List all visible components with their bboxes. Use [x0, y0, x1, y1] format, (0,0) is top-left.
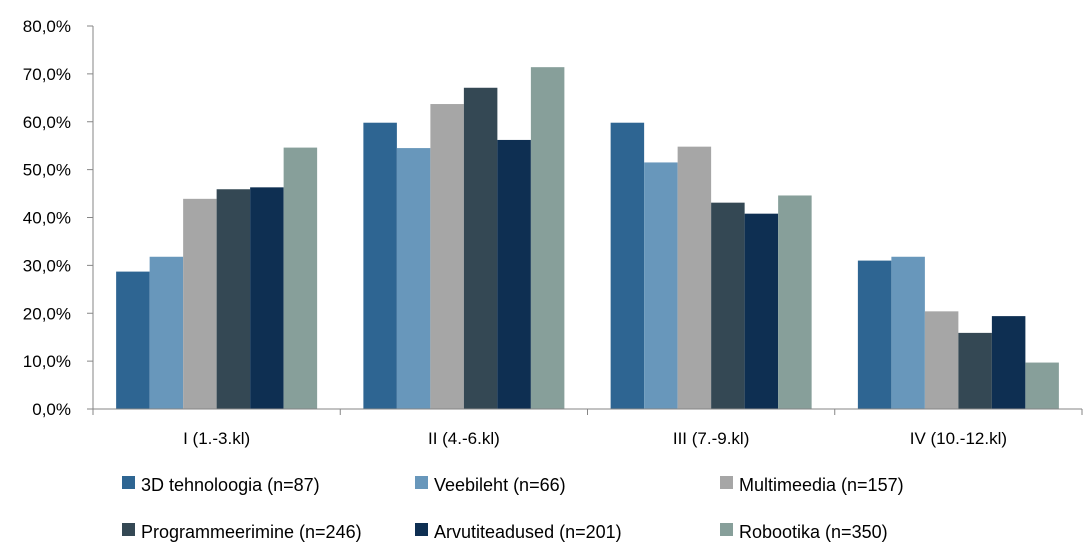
- y-tick-label: 40,0%: [23, 209, 71, 228]
- x-category-label: IV (10.-12.kl): [910, 429, 1007, 448]
- legend: 3D tehnoloogia (n=87) Veebileht (n=66) Mul…: [122, 475, 904, 542]
- legend-swatch: [720, 476, 733, 489]
- legend-swatch: [122, 476, 135, 489]
- legend-label: 3D tehnoloogia (n=87): [141, 475, 320, 495]
- bar: [744, 213, 779, 409]
- bar: [891, 256, 925, 409]
- x-category-label: II (4.-6.kl): [428, 429, 500, 448]
- bar: [497, 139, 531, 409]
- x-axis: I (1.-3.kl) II (4.-6.kl) III (7.-9.kl) IV (…: [92, 408, 1083, 448]
- legend-item: Multimeedia (n=157): [720, 475, 904, 495]
- bar: [216, 189, 251, 409]
- bar: [283, 147, 318, 409]
- bar: [183, 198, 217, 409]
- legend-item: Veebileht (n=66): [415, 475, 566, 495]
- bar: [857, 260, 892, 409]
- bar: [396, 148, 431, 409]
- y-tick-label: 70,0%: [23, 65, 71, 84]
- bar: [530, 67, 565, 410]
- bar: [116, 271, 150, 409]
- legend-swatch: [720, 523, 733, 536]
- legend-label: Programmeerimine (n=246): [141, 522, 362, 542]
- bars: [116, 67, 1059, 410]
- bar: [677, 146, 712, 409]
- y-axis: 0,0% 10,0% 20,0% 30,0% 40,0% 50,0% 60,0% 70,0% 8…: [23, 17, 94, 419]
- bar: [463, 87, 498, 409]
- y-tick-label: 50,0%: [23, 161, 71, 180]
- legend-swatch: [415, 476, 428, 489]
- bar: [430, 104, 464, 409]
- y-tick-label: 30,0%: [23, 256, 71, 275]
- bar: [1025, 362, 1059, 409]
- legend-label: Robootika (n=350): [739, 522, 888, 542]
- legend-label: Multimeedia (n=157): [739, 475, 904, 495]
- bar: [958, 332, 992, 409]
- bar: [711, 202, 745, 409]
- bar: [610, 122, 645, 410]
- bar: [778, 195, 812, 409]
- legend-swatch: [122, 523, 135, 536]
- y-tick-label: 10,0%: [23, 352, 71, 371]
- legend-item: 3D tehnoloogia (n=87): [122, 475, 320, 495]
- legend-item: Robootika (n=350): [720, 522, 888, 542]
- legend-item: Programmeerimine (n=246): [122, 522, 362, 542]
- legend-item: Arvutiteadused (n=201): [415, 522, 622, 542]
- y-tick-label: 80,0%: [23, 17, 71, 36]
- x-category-label: III (7.-9.kl): [673, 429, 750, 448]
- bar: [250, 187, 284, 409]
- bar: [644, 162, 678, 409]
- bar: [149, 256, 184, 409]
- x-category-label: I (1.-3.kl): [183, 429, 250, 448]
- bar: [363, 122, 397, 410]
- bar: [924, 311, 959, 409]
- legend-label: Arvutiteadused (n=201): [434, 522, 622, 542]
- legend-label: Veebileht (n=66): [434, 475, 566, 495]
- y-tick-label: 60,0%: [23, 113, 71, 132]
- y-tick-label: 0,0%: [32, 400, 71, 419]
- y-tick-label: 20,0%: [23, 304, 71, 323]
- legend-swatch: [415, 523, 428, 536]
- bar: [991, 316, 1026, 409]
